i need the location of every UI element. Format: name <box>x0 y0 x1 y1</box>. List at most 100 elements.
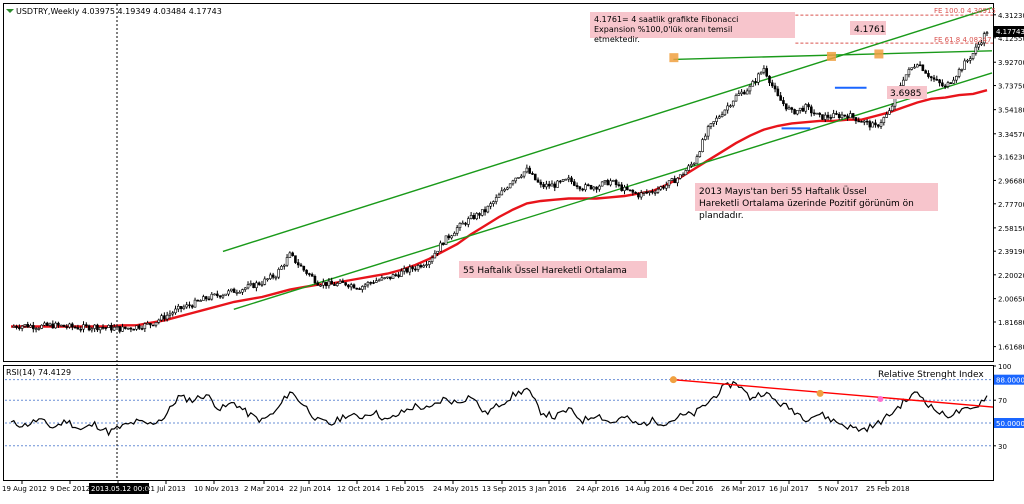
candle-body <box>296 262 300 266</box>
candle-body <box>168 313 172 316</box>
price-tick-label: 3.73750 <box>998 83 1024 91</box>
candle-body <box>285 257 289 266</box>
candle-body <box>447 235 451 239</box>
candle-body <box>369 282 373 284</box>
candle-body <box>698 151 702 157</box>
time-tick-label: 24 Apr 2016 <box>576 485 620 493</box>
candle-body <box>347 284 350 288</box>
candle-body <box>782 100 785 105</box>
candle-body <box>815 112 819 115</box>
price-tick-label: 4.12550 <box>998 35 1024 43</box>
candle-body <box>494 197 498 202</box>
price-tick-label: 3.92700 <box>998 59 1024 67</box>
candle-body <box>467 218 470 225</box>
candle-body <box>832 113 835 119</box>
candle-body <box>486 205 490 213</box>
channel-upper-line <box>222 7 993 253</box>
candle-body <box>54 322 57 329</box>
candle-body <box>612 180 615 182</box>
candle-body <box>383 277 386 279</box>
candle-body <box>319 284 322 287</box>
candle-body <box>355 287 359 290</box>
candle-body <box>528 167 531 174</box>
candle-body <box>801 107 805 112</box>
candle-body <box>165 314 169 320</box>
candle-body <box>405 268 409 273</box>
candle-body <box>163 315 166 320</box>
candle-body <box>547 183 551 187</box>
symbol-dropdown-icon[interactable] <box>6 9 14 13</box>
candle-body <box>603 180 607 183</box>
candle-body <box>177 305 180 310</box>
candle-body <box>938 79 941 84</box>
candle-body <box>623 186 626 191</box>
candle-body <box>450 235 453 239</box>
candle-body <box>567 177 571 180</box>
candle-body <box>154 322 158 326</box>
candle-body <box>651 191 654 193</box>
rsi-trend-line <box>673 378 994 408</box>
fe-100-label: FE 100.0 4.30915 <box>934 7 996 15</box>
candle-body <box>770 82 774 87</box>
candle-body <box>676 177 679 184</box>
candle-body <box>107 325 110 329</box>
candle-body <box>221 295 225 298</box>
candle-body <box>500 190 504 196</box>
candle-body <box>910 67 914 70</box>
candle-body <box>96 324 99 331</box>
candle-body <box>575 185 579 188</box>
rsi-level-badge-text: 50.0000 <box>996 420 1024 428</box>
candle-body <box>854 117 858 122</box>
candle-body <box>904 74 908 81</box>
rsi-tick-label: 30 <box>998 443 1007 451</box>
candle-body <box>375 280 378 283</box>
candle-body <box>98 327 102 331</box>
candle-body <box>572 181 576 186</box>
candle-body <box>112 326 116 331</box>
candle-body <box>257 282 261 285</box>
symbol-info: USDTRY,Weekly 4.03975 4.19349 4.03484 4.… <box>16 7 222 16</box>
candle-body <box>433 253 437 259</box>
candle-body <box>15 326 18 328</box>
candle-body <box>269 274 272 280</box>
candle-body <box>927 73 930 77</box>
candle-body <box>402 268 406 272</box>
candle-body <box>207 298 211 301</box>
candle-body <box>681 174 685 176</box>
candle-body <box>73 326 77 329</box>
candle-body <box>101 327 105 329</box>
ema55-line-layer <box>11 89 988 328</box>
candle-body <box>598 185 601 190</box>
candle-body <box>249 283 253 286</box>
candle-body <box>386 276 389 279</box>
candle-body <box>157 319 161 323</box>
candle-body <box>12 326 16 328</box>
candle-body <box>662 186 665 189</box>
candle-body <box>243 287 247 290</box>
candle-body <box>79 328 83 331</box>
candle-body <box>885 113 888 118</box>
candle-body <box>59 324 63 327</box>
candle-body <box>874 122 877 126</box>
time-tick-label: 4 Dec 2016 <box>673 485 714 493</box>
candle-body <box>411 266 414 270</box>
candle-body <box>363 284 367 287</box>
rsi-peak-marker <box>669 376 677 384</box>
candle-body <box>277 269 281 278</box>
ema-outlook-box: 2013 Mayıs'tan beri 55 Haftalık Üssel Har… <box>695 183 938 221</box>
candle-body <box>539 181 543 185</box>
candle-body <box>436 250 439 254</box>
current-price-badge-text: 4.17743 <box>996 28 1024 36</box>
candle-body <box>210 293 214 300</box>
candle-body <box>829 117 833 119</box>
price-grid <box>795 14 993 44</box>
candle-body <box>182 306 186 309</box>
candle-body <box>740 91 743 95</box>
candle-body <box>310 274 314 277</box>
candle-body <box>561 179 565 182</box>
candle-body <box>531 173 534 175</box>
rsi-touch-marker <box>877 396 884 403</box>
candle-body <box>796 110 799 115</box>
